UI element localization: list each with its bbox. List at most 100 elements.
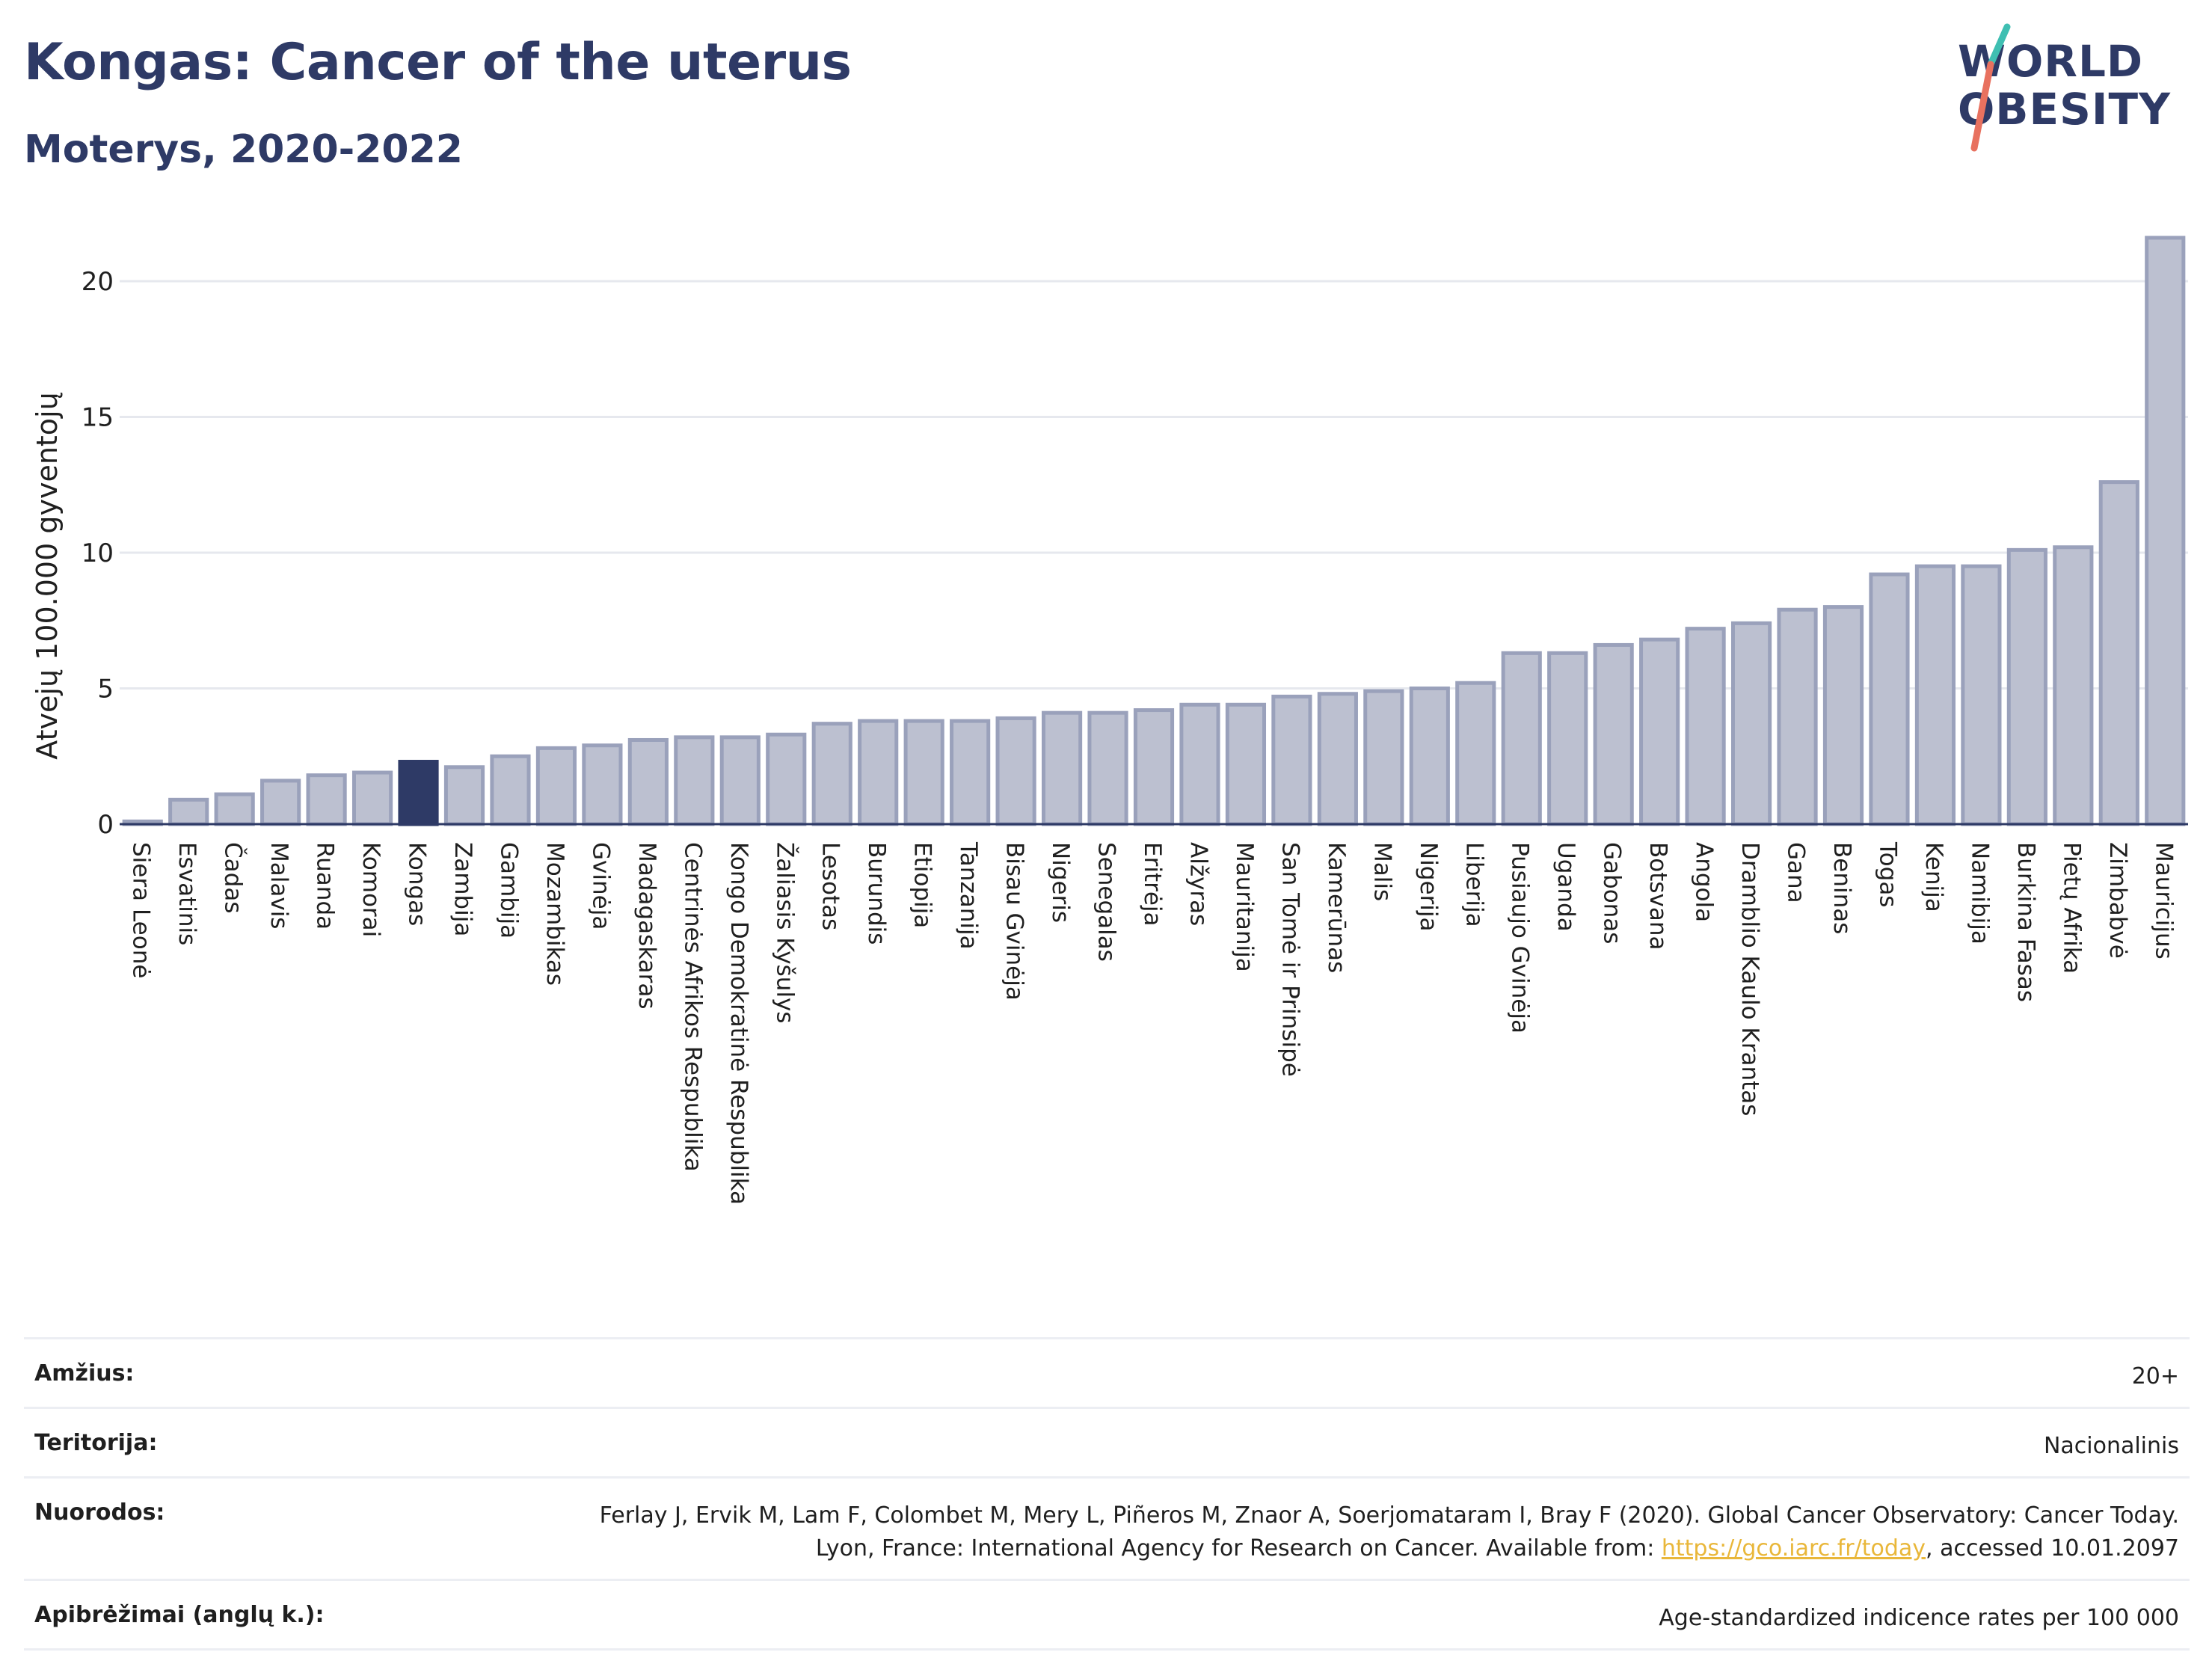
bar-item[interactable] xyxy=(1914,564,1956,826)
bar-item[interactable] xyxy=(443,765,485,826)
bar-item[interactable] xyxy=(1363,689,1404,826)
x-tick-label: Kongas xyxy=(404,842,431,926)
bar-item[interactable] xyxy=(1409,687,1450,826)
x-tick-label: Beninas xyxy=(1828,842,1855,934)
bar-item[interactable] xyxy=(490,754,531,826)
x-tick-label: Namibija xyxy=(1966,842,1993,945)
bar-item[interactable] xyxy=(1087,710,1128,826)
x-tick-label: Lesotas xyxy=(817,842,844,930)
x-tick-label: Senegalas xyxy=(1093,842,1120,962)
bar-item[interactable] xyxy=(1133,708,1175,826)
chart-subtitle: Moterys, 2020-2022 xyxy=(24,127,463,172)
reference-link[interactable]: https://gco.iarc.fr/today xyxy=(1661,1535,1926,1562)
bar-item[interactable] xyxy=(1593,642,1634,826)
x-tick-label: Nigeris xyxy=(1047,842,1074,923)
metadata-table: Amžius: 20+ Teritorija: Nacionalinis Nuo… xyxy=(24,1337,2190,1651)
x-tick-label: Žaliasis Kyšulys xyxy=(771,842,798,1024)
bar-item[interactable] xyxy=(1685,627,1726,826)
meta-row-territory: Teritorija: Nacionalinis xyxy=(24,1407,2190,1476)
logo-slash-icon xyxy=(1970,23,2011,152)
bar-item[interactable] xyxy=(1179,702,1220,826)
bar-item[interactable] xyxy=(1317,692,1358,826)
x-tick-label: Esvatinis xyxy=(173,842,200,945)
bar-item[interactable] xyxy=(2145,236,2186,826)
bar-item[interactable] xyxy=(2006,547,2047,826)
bar-item[interactable] xyxy=(1225,702,1267,826)
y-axis-title: Atvejų 100.000 gyventojų xyxy=(31,392,64,759)
x-tick-label: Ruanda xyxy=(312,842,339,930)
x-tick-label: Gvinėja xyxy=(587,842,614,930)
x-tick-label: Gana xyxy=(1783,842,1810,903)
x-tick-label: Pietų Afrika xyxy=(2058,842,2085,974)
y-tick-label: 20 xyxy=(82,267,114,297)
bar-item[interactable] xyxy=(674,735,715,826)
meta-value-territory: Nacionalinis xyxy=(2043,1433,2179,1459)
x-tick-label: Liberija xyxy=(1460,842,1487,927)
bar-item[interactable] xyxy=(1639,637,1680,826)
meta-row-age: Amžius: 20+ xyxy=(24,1337,2190,1407)
bar-item[interactable] xyxy=(1869,572,1910,826)
bar-item[interactable] xyxy=(168,797,209,826)
bar-chart: 0 5 10 15 20 Siera Leonė Esvatinis Čadas Malavi… xyxy=(31,236,2188,1205)
meta-row-definitions: Apibrėžimai (anglų k.): Age-standardized… xyxy=(24,1579,2190,1651)
bar-item[interactable] xyxy=(719,735,761,826)
bar-item[interactable] xyxy=(1961,564,2002,826)
bar-item[interactable] xyxy=(627,737,669,826)
bar-item[interactable] xyxy=(1730,621,1772,826)
bar-item[interactable] xyxy=(1822,605,1864,826)
bar-item[interactable] xyxy=(1501,651,1542,826)
bar-item[interactable] xyxy=(766,732,807,826)
x-tick-label: Madagaskaras xyxy=(633,842,660,1010)
x-tick-label: Angola xyxy=(1691,842,1718,922)
meta-value-references: Ferlay J, Ervik M, Lam F, Colombet M, Me… xyxy=(579,1499,2179,1565)
bar-item[interactable] xyxy=(1777,607,1818,826)
y-tick-label: 10 xyxy=(82,538,114,568)
bar-item[interactable] xyxy=(950,719,991,826)
meta-label-definitions: Apibrėžimai (anglų k.): xyxy=(34,1602,325,1628)
bar-item[interactable] xyxy=(2053,545,2094,826)
bar-item[interactable] xyxy=(858,719,899,826)
bar-item[interactable] xyxy=(1041,710,1083,826)
bar-highlight[interactable] xyxy=(398,760,439,826)
x-tick-label: Mozambikas xyxy=(541,842,568,986)
chart-title: Kongas: Cancer of the uterus xyxy=(24,33,852,92)
bar-item[interactable] xyxy=(351,770,393,826)
x-tick-label: Gambija xyxy=(495,842,522,939)
x-tick-label: Eritrėja xyxy=(1139,842,1166,927)
x-tick-label: Alžyras xyxy=(1185,842,1211,926)
bar-item[interactable] xyxy=(2098,480,2139,826)
bar-item[interactable] xyxy=(306,773,347,826)
x-tick-label: Kenija xyxy=(1920,842,1947,912)
x-tick-label: Burundis xyxy=(863,842,890,945)
bar-item[interactable] xyxy=(811,722,852,826)
x-tick-label: Uganda xyxy=(1552,842,1579,932)
bar-item[interactable] xyxy=(1271,694,1312,826)
meta-label-territory: Teritorija: xyxy=(34,1430,158,1456)
bar-item[interactable] xyxy=(903,719,944,826)
x-tick-label: Zimbabvė xyxy=(2104,842,2131,959)
x-tick-label: Tanzanija xyxy=(955,841,982,950)
bar-item[interactable] xyxy=(582,743,623,826)
y-tick-label: 0 xyxy=(97,810,114,840)
x-tick-label: Mauricijus xyxy=(2150,842,2177,959)
x-tick-label: Komorai xyxy=(357,842,384,937)
bar-item[interactable] xyxy=(995,716,1036,826)
x-tick-label: Kongo Demokratinė Respublika xyxy=(725,842,752,1205)
x-tick-label: Čadas xyxy=(220,842,248,913)
x-tick-label: Gabonas xyxy=(1599,842,1626,944)
y-tick-label: 15 xyxy=(82,403,114,433)
bar-item[interactable] xyxy=(214,792,255,826)
x-axis-labels: Siera Leonė Esvatinis Čadas Malavis Ruanda Ko… xyxy=(128,841,2178,1205)
x-tick-label: Zambija xyxy=(449,842,476,936)
x-tick-label: Mauritanija xyxy=(1231,842,1258,972)
y-axis-ticks: 0 5 10 15 20 xyxy=(82,267,114,840)
x-tick-label: Botsvana xyxy=(1644,842,1671,951)
x-tick-label: Kamerūnas xyxy=(1323,842,1350,973)
x-tick-label: Pusiaujo Gvinėja xyxy=(1507,842,1534,1034)
bar-item[interactable] xyxy=(1547,651,1588,826)
x-tick-label: San Tomė ir Prinsipė xyxy=(1276,842,1303,1077)
bar-item[interactable] xyxy=(1455,681,1496,826)
bar-item[interactable] xyxy=(535,746,577,826)
x-tick-label: Siera Leonė xyxy=(128,842,155,978)
bar-item[interactable] xyxy=(260,779,301,826)
